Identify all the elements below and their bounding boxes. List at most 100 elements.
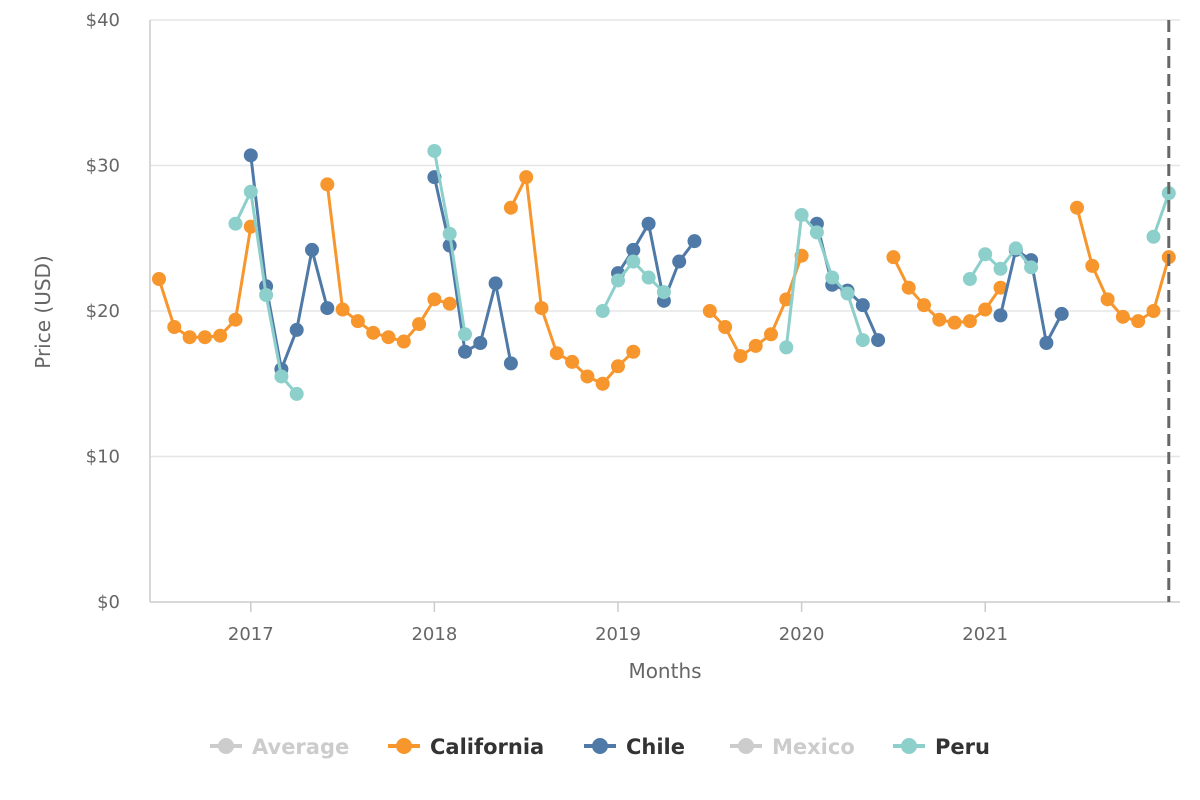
data-point[interactable] [259, 287, 274, 302]
series-line [1152, 192, 1171, 238]
legend-item-california[interactable]: California [388, 735, 544, 759]
data-point[interactable] [764, 327, 778, 342]
data-point[interactable] [611, 273, 625, 288]
data-point[interactable] [687, 234, 702, 249]
x-tick-label: 2021 [962, 624, 1008, 645]
data-point[interactable] [932, 312, 947, 327]
data-point[interactable] [503, 356, 518, 371]
data-point[interactable] [320, 301, 335, 316]
data-point[interactable] [228, 216, 243, 231]
data-point[interactable] [1115, 309, 1130, 324]
data-point[interactable] [1085, 258, 1100, 273]
data-point[interactable] [197, 330, 212, 345]
data-point[interactable] [1008, 241, 1023, 256]
legend-marker-icon [592, 738, 608, 754]
data-point[interactable] [366, 325, 381, 340]
data-point[interactable] [320, 177, 335, 192]
data-point[interactable] [672, 254, 687, 269]
data-point[interactable] [565, 354, 580, 369]
data-point[interactable] [947, 315, 962, 330]
data-point[interactable] [855, 298, 870, 313]
data-point[interactable] [152, 271, 166, 286]
data-point[interactable] [840, 286, 855, 301]
data-point[interactable] [993, 261, 1008, 276]
data-point[interactable] [412, 317, 427, 332]
data-point[interactable] [427, 292, 442, 307]
data-point[interactable] [748, 338, 763, 353]
data-point[interactable] [519, 170, 534, 185]
data-point[interactable] [549, 346, 564, 361]
data-point[interactable] [1039, 336, 1054, 351]
data-point[interactable] [978, 302, 993, 317]
data-point[interactable] [809, 225, 824, 240]
series-line [249, 155, 329, 371]
data-point[interactable] [1131, 314, 1146, 329]
data-point[interactable] [350, 314, 365, 329]
data-point[interactable] [182, 330, 197, 345]
data-point[interactable] [1146, 304, 1161, 318]
data-point[interactable] [228, 312, 243, 327]
data-point[interactable] [871, 333, 886, 348]
data-point[interactable] [718, 320, 733, 335]
data-point[interactable] [442, 296, 457, 311]
data-point[interactable] [702, 304, 717, 318]
data-point[interactable] [825, 270, 840, 285]
data-point[interactable] [473, 336, 488, 351]
data-point[interactable] [305, 242, 319, 257]
legend-item-average[interactable]: Average [210, 735, 349, 759]
data-point[interactable] [733, 349, 748, 364]
data-point[interactable] [595, 304, 610, 318]
data-point[interactable] [243, 148, 258, 163]
data-point[interactable] [993, 308, 1008, 323]
data-point[interactable] [213, 328, 228, 343]
data-point[interactable] [794, 207, 809, 222]
data-point[interactable] [779, 292, 794, 307]
legend-item-chile[interactable]: Chile [584, 735, 685, 759]
legend-label: Mexico [772, 735, 855, 759]
data-point[interactable] [1070, 200, 1084, 215]
data-point[interactable] [243, 184, 258, 199]
data-point[interactable] [1146, 229, 1161, 244]
legend-item-peru[interactable]: Peru [893, 735, 990, 759]
y-tick-label: $0 [97, 592, 120, 613]
x-tick-label: 2020 [779, 624, 825, 645]
legend-item-mexico[interactable]: Mexico [730, 735, 855, 759]
data-point[interactable] [656, 285, 671, 300]
data-point[interactable] [167, 320, 182, 335]
data-point[interactable] [595, 376, 610, 391]
data-point[interactable] [289, 386, 304, 401]
data-point[interactable] [458, 327, 472, 342]
data-point[interactable] [458, 344, 472, 359]
data-point[interactable] [1054, 306, 1069, 321]
y-tick-label: $40 [86, 10, 120, 31]
data-point[interactable] [962, 271, 977, 286]
data-point[interactable] [488, 276, 503, 291]
data-point[interactable] [641, 216, 656, 231]
data-point[interactable] [626, 254, 641, 269]
y-tick-label: $20 [86, 301, 120, 322]
data-point[interactable] [626, 242, 641, 257]
data-point[interactable] [779, 340, 794, 355]
data-point[interactable] [580, 369, 595, 384]
data-point[interactable] [335, 302, 350, 317]
data-point[interactable] [534, 301, 549, 316]
data-point[interactable] [396, 334, 411, 349]
data-point[interactable] [381, 330, 396, 345]
data-point[interactable] [1024, 260, 1039, 275]
data-point[interactable] [917, 298, 931, 313]
data-point[interactable] [427, 143, 442, 158]
data-point[interactable] [503, 200, 518, 215]
data-point[interactable] [274, 369, 289, 384]
data-point[interactable] [886, 250, 901, 265]
data-point[interactable] [901, 280, 916, 295]
data-point[interactable] [962, 314, 977, 329]
data-point[interactable] [978, 247, 993, 262]
data-point[interactable] [442, 226, 457, 241]
data-point[interactable] [855, 333, 870, 348]
data-point[interactable] [1100, 292, 1115, 307]
data-point[interactable] [611, 359, 625, 374]
data-point[interactable] [626, 344, 641, 359]
data-point[interactable] [993, 280, 1008, 295]
data-point[interactable] [641, 270, 656, 285]
data-point[interactable] [289, 322, 304, 337]
